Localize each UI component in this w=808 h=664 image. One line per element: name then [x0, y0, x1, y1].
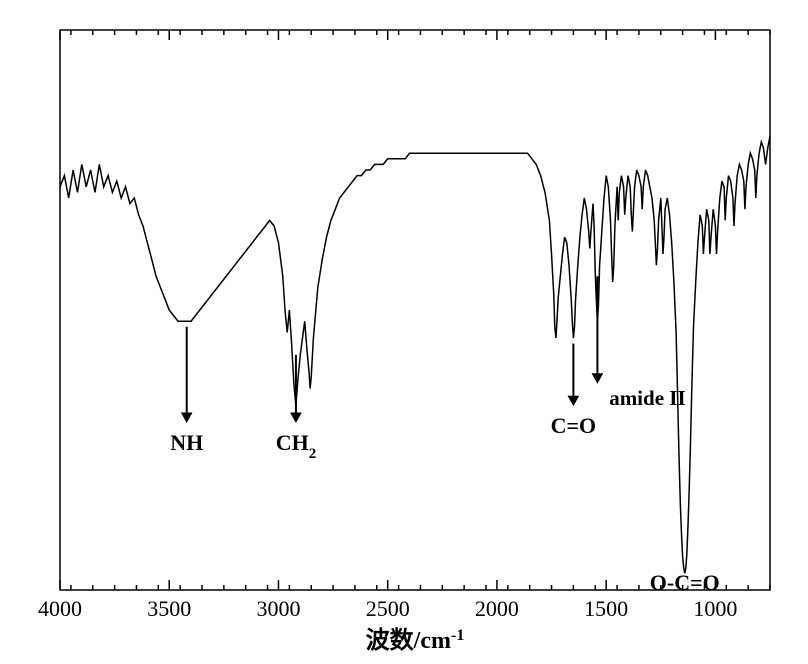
x-tick-label: 3000 [256, 596, 300, 621]
ir-spectrum-chart: 4000 3500 3000 2500 2000 1500 1000 波数/cm-1 NH CH2… [0, 0, 808, 664]
x-tick-label: 2500 [366, 596, 410, 621]
annotation-label-co: C=O [551, 413, 597, 438]
x-tick-label: 3500 [147, 596, 191, 621]
annotation-arrowhead-nh [182, 413, 192, 422]
plot-frame [60, 30, 770, 590]
annotation-arrowhead-ch2 [291, 413, 301, 422]
x-tick-label: 1000 [693, 596, 737, 621]
annotation-arrowhead-amide2 [592, 374, 602, 383]
annotation-label-oco: O-C=O [650, 570, 720, 595]
x-tick-label: 1500 [584, 596, 628, 621]
x-axis-label: 波数/cm-1 [366, 627, 465, 655]
x-tick-label: 4000 [38, 596, 82, 621]
x-tick-label: 2000 [475, 596, 519, 621]
spectrum-line [60, 136, 770, 573]
chart-svg: 4000 3500 3000 2500 2000 1500 1000 波数/cm-1 NH CH2… [0, 0, 808, 664]
annotation-arrowhead-co [568, 396, 578, 405]
annotation-label-nh: NH [170, 430, 203, 455]
annotation-label-amide2: amide II [609, 386, 685, 410]
annotation-label-ch2: CH2 [276, 430, 317, 462]
